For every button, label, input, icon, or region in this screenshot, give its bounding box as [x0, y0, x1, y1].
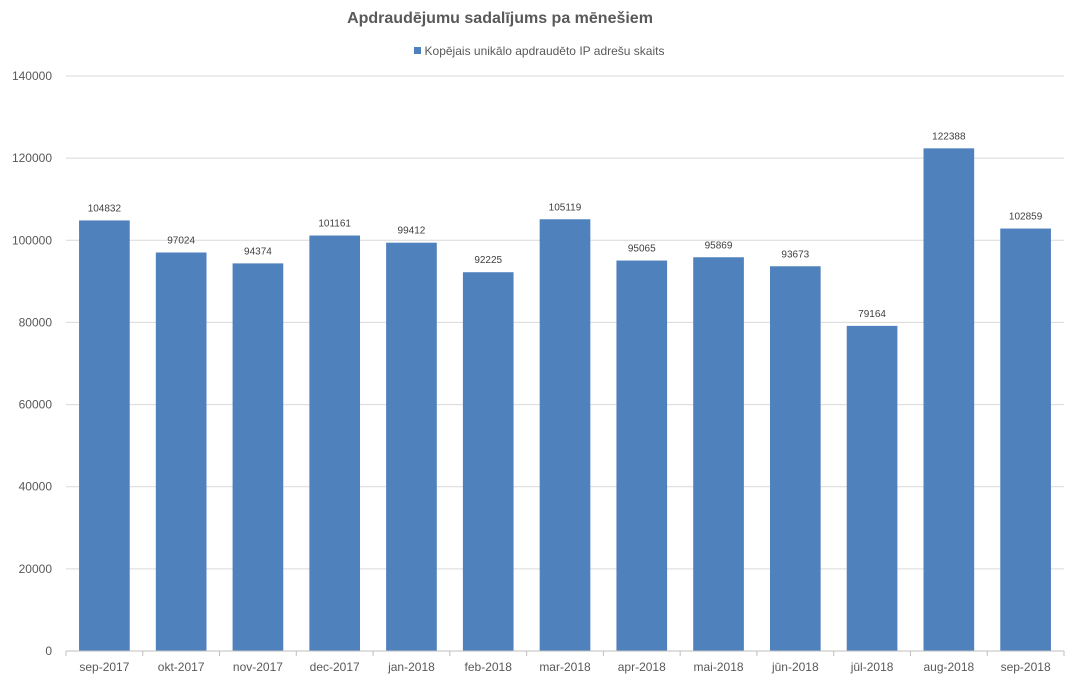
data-label: 101161: [318, 219, 351, 230]
x-tick-label: jūn-2018: [771, 660, 819, 674]
y-tick-label: 20000: [19, 562, 53, 576]
data-label: 104832: [88, 203, 122, 214]
data-label: 102859: [1009, 212, 1043, 223]
data-label: 105119: [549, 202, 582, 213]
x-tick-label: okt-2017: [158, 660, 205, 674]
bar: [1000, 228, 1051, 651]
legend-label: Kopējais unikālo apdraudēto IP adrešu sk…: [424, 44, 665, 58]
data-label: 99412: [398, 226, 426, 237]
y-tick-label: 140000: [12, 69, 52, 83]
bar: [846, 325, 898, 651]
bar: [462, 272, 514, 651]
bar: [539, 219, 591, 652]
x-tick-label: jan-2018: [387, 660, 435, 674]
bar: [769, 266, 821, 651]
data-label: 122388: [932, 131, 966, 142]
bar: [616, 260, 668, 651]
legend-swatch: [413, 47, 421, 55]
x-tick-label: aug-2018: [923, 660, 974, 674]
x-tick-label: jūl-2018: [850, 660, 894, 674]
x-tick-label: apr-2018: [618, 660, 666, 674]
y-tick-label: 100000: [12, 233, 52, 247]
data-label: 95065: [628, 244, 656, 255]
bar: [79, 220, 130, 651]
x-tick-label: sep-2018: [1001, 660, 1051, 674]
x-tick-label: nov-2017: [233, 660, 283, 674]
bar: [232, 263, 284, 651]
data-label: 93673: [781, 249, 809, 260]
data-label: 92225: [474, 255, 502, 266]
x-tick-label: dec-2017: [310, 660, 360, 674]
x-tick-label: mai-2018: [694, 660, 744, 674]
y-tick-label: 80000: [19, 315, 53, 329]
data-label: 79164: [858, 309, 886, 320]
x-tick-label: sep-2017: [79, 660, 129, 674]
bar: [923, 148, 975, 651]
bar: [693, 257, 744, 651]
y-tick-label: 40000: [19, 480, 53, 494]
data-label: 97024: [167, 236, 195, 247]
legend: Kopējais unikālo apdraudēto IP adrešu sk…: [0, 44, 1078, 58]
y-tick-label: 120000: [12, 151, 52, 165]
bar: [309, 235, 361, 651]
bar: [155, 252, 207, 651]
data-label: 95869: [705, 240, 733, 251]
x-tick-label: mar-2018: [539, 660, 591, 674]
chart-title: Apdraudējumu sadalījums pa mēnešiem: [347, 10, 653, 27]
y-tick-label: 0: [45, 644, 52, 658]
bar: [386, 242, 437, 651]
data-label: 94374: [244, 246, 272, 257]
x-tick-label: feb-2018: [465, 660, 513, 674]
y-tick-label: 60000: [19, 398, 53, 412]
